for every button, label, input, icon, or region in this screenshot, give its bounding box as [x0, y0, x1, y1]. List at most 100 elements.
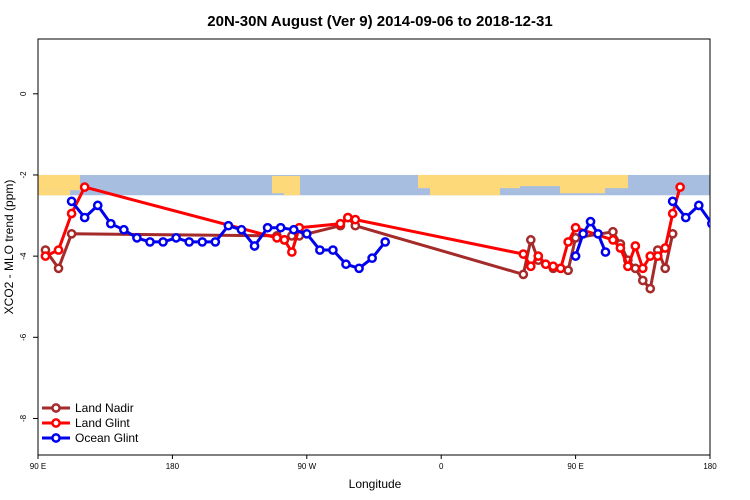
data-point-ocean-glint — [249, 241, 260, 251]
data-point-ocean-glint — [197, 237, 208, 247]
legend-marker — [51, 433, 61, 443]
data-point-ocean-glint — [210, 237, 221, 247]
data-point-land-glint — [66, 208, 77, 219]
data-point-land-glint — [40, 251, 51, 261]
data-point-ocean-glint — [288, 224, 299, 235]
data-point-ocean-glint — [223, 220, 234, 231]
data-point-land-glint — [540, 259, 551, 270]
legend-label: Ocean Glint — [75, 431, 139, 445]
data-point-land-nadir — [563, 265, 573, 276]
data-point-ocean-glint — [600, 247, 611, 257]
data-point-ocean-glint — [734, 234, 741, 241]
data-point-ocean-glint — [301, 228, 312, 239]
y-tick-label: -6 — [19, 333, 28, 341]
x-axis-label: Longitude — [349, 477, 402, 491]
data-point-ocean-glint — [275, 222, 286, 233]
data-point-land-glint — [608, 235, 618, 245]
data-point-land-nadir — [518, 269, 529, 280]
data-point-ocean-glint — [184, 237, 195, 247]
legend-label: Land Glint — [75, 416, 130, 430]
data-point-land-glint — [563, 237, 573, 247]
data-point-land-glint — [637, 263, 648, 274]
data-point-land-glint — [667, 208, 678, 219]
data-point-land-glint — [660, 243, 671, 253]
data-point-ocean-glint — [585, 216, 596, 227]
data-point-land-glint — [343, 212, 353, 223]
data-point-land-glint — [555, 263, 566, 274]
data-point-land-nadir — [525, 235, 536, 245]
map-land — [284, 186, 300, 196]
y-tick-label: 0 — [19, 91, 28, 96]
data-point-ocean-glint — [171, 233, 181, 243]
data-point-land-glint — [272, 233, 282, 243]
data-point-ocean-glint — [721, 226, 728, 233]
x-tick-label: 90 W — [297, 462, 316, 471]
y-tick-label: -8 — [19, 414, 28, 422]
data-point-land-glint — [350, 214, 361, 225]
map-land — [520, 174, 560, 187]
data-point-ocean-glint — [680, 212, 691, 223]
world-map-band — [38, 174, 710, 196]
plot-area — [37, 38, 711, 456]
x-tick-label: 90 E — [30, 462, 46, 471]
legend-marker — [51, 403, 61, 413]
data-point-land-nadir — [630, 263, 641, 274]
data-point-ocean-glint — [578, 228, 588, 239]
data-point-land-nadir — [53, 263, 64, 274]
x-tick-label: 180 — [166, 462, 180, 471]
data-point-land-glint — [53, 245, 64, 255]
data-point-land-nadir — [637, 275, 648, 286]
data-point-land-glint — [615, 243, 626, 253]
data-point-land-glint — [335, 218, 346, 229]
chart-title: 20N-30N August (Ver 9) 2014-09-06 to 201… — [207, 13, 552, 30]
data-point-land-glint — [645, 251, 656, 261]
data-point-land-glint — [570, 222, 581, 233]
y-axis: 0 -2 -4 -6 -8 — [19, 91, 38, 422]
data-point-ocean-glint — [236, 224, 247, 235]
data-point-ocean-glint — [145, 237, 155, 247]
data-point-ocean-glint — [380, 237, 391, 247]
data-point-land-glint — [533, 251, 544, 261]
data-point-ocean-glint — [92, 200, 103, 211]
x-tick-label: 90 E — [567, 462, 583, 471]
data-point-ocean-glint — [341, 259, 351, 270]
data-point-ocean-glint — [328, 245, 338, 255]
data-point-ocean-glint — [707, 219, 710, 229]
data-point-land-glint — [548, 261, 559, 272]
map-land — [430, 174, 500, 196]
map-land — [38, 190, 70, 196]
data-point-ocean-glint — [354, 263, 364, 274]
data-point-land-nadir — [66, 228, 77, 239]
data-point-ocean-glint — [570, 251, 581, 261]
data-point-ocean-glint — [132, 233, 142, 243]
data-point-ocean-glint — [119, 224, 129, 235]
x-axis: 90 E 180 90 W 0 90 E 180 — [30, 455, 717, 471]
data-point-ocean-glint — [315, 245, 325, 255]
data-point-land-nadir — [608, 226, 618, 237]
map-land — [605, 174, 628, 189]
legend-label: Land Nadir — [75, 401, 134, 415]
data-point-land-glint — [279, 235, 290, 245]
data-point-ocean-glint — [262, 222, 273, 233]
map-land — [560, 174, 605, 194]
data-point-land-nadir — [570, 233, 581, 243]
data-point-land-glint — [675, 182, 685, 192]
data-point-land-nadir — [660, 263, 671, 274]
data-point-ocean-glint — [693, 200, 704, 211]
series-group — [40, 182, 741, 294]
y-tick-label: -4 — [19, 252, 28, 260]
y-axis-label: XCO2 - MLO trend (ppm) — [2, 180, 16, 315]
x-tick-label: 180 — [703, 462, 717, 471]
data-point-ocean-glint — [158, 237, 168, 247]
data-point-land-glint — [287, 247, 297, 257]
data-point-land-nadir — [645, 283, 656, 294]
data-point-land-glint — [525, 261, 536, 272]
data-point-land-glint — [652, 251, 663, 261]
data-point-ocean-glint — [79, 212, 90, 223]
data-point-ocean-glint — [593, 228, 603, 239]
data-point-land-glint — [630, 241, 641, 251]
data-point-ocean-glint — [105, 218, 116, 229]
data-point-ocean-glint — [367, 253, 377, 264]
